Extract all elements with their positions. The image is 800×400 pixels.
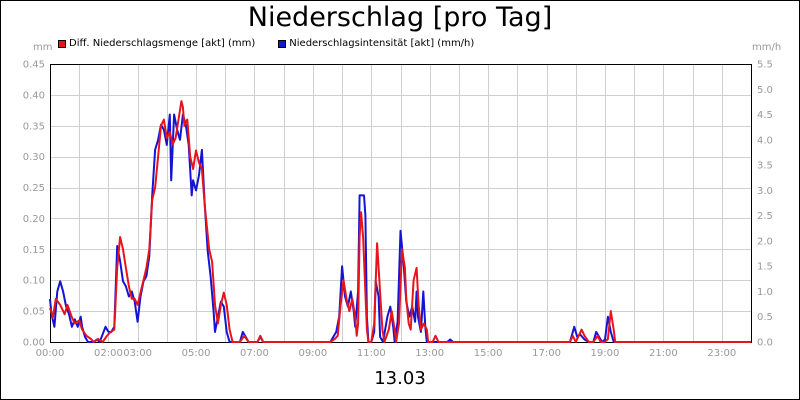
series-line-menge — [49, 100, 751, 343]
x-tick-label: 11:00 — [357, 348, 386, 359]
legend-label-menge: Diff. Niederschlagsmenge [akt] (mm) — [69, 38, 256, 49]
x-tick-label: 05:00 — [182, 348, 211, 359]
y-right-tick-label: 1.0 — [757, 287, 773, 298]
y-right-tick-label: 4.0 — [757, 135, 773, 146]
y-left-tick-label: 0.35 — [23, 121, 45, 132]
y-right-tick-label: 2.5 — [757, 211, 773, 222]
x-tick-label: 23:00 — [707, 348, 736, 359]
y-right-tick-label: 3.5 — [757, 161, 773, 172]
right-axis-unit: mm/h — [752, 42, 782, 53]
y-right-tick-label: 4.5 — [757, 110, 773, 121]
y-right-tick-label: 5.5 — [757, 60, 773, 71]
y-right-tick-label: 2.0 — [757, 236, 773, 247]
y-left-tick-label: 0.40 — [23, 90, 45, 101]
x-tick-label: 00:00 — [36, 348, 65, 359]
y-right-tick-label: 3.0 — [757, 186, 773, 197]
y-left-tick-label: 0.10 — [23, 276, 45, 287]
legend-item-menge: Diff. Niederschlagsmenge [akt] (mm) — [58, 38, 255, 49]
y-left-tick-label: 0.20 — [23, 214, 45, 225]
y-right-tick-label: 0.0 — [757, 338, 773, 349]
y-left-tick-label: 0.30 — [23, 152, 45, 163]
x-tick-label: 07:00 — [240, 348, 269, 359]
y-left-tick-label: 0.05 — [23, 307, 45, 318]
x-tick-label: 15:00 — [474, 348, 503, 359]
x-tick-label: 03:00 — [123, 348, 152, 359]
y-left-tick-label: 0.25 — [23, 183, 45, 194]
y-right-tick-label: 0.5 — [757, 312, 773, 323]
y-left-tick-label: 0.45 — [23, 60, 45, 71]
chart-title: Niederschlag [pro Tag] — [247, 2, 553, 33]
legend-swatch-red — [58, 39, 66, 48]
x-tick-label: 19:00 — [591, 348, 620, 359]
date-label: 13.03 — [374, 368, 426, 389]
y-left-tick-label: 0.00 — [23, 338, 45, 349]
legend-item-intensitaet: Niederschlagsintensität [akt] (mm/h) — [278, 38, 474, 49]
x-tick-label: 21:00 — [649, 348, 678, 359]
plot-area — [50, 64, 752, 343]
x-tick-label: 13:00 — [415, 348, 444, 359]
legend-label-intensitaet: Niederschlagsintensität [akt] (mm/h) — [289, 38, 475, 49]
y-right-tick-label: 1.5 — [757, 262, 773, 273]
x-tick-label: 17:00 — [532, 348, 561, 359]
y-right-tick-label: 5.0 — [757, 85, 773, 96]
left-axis-unit: mm — [33, 42, 53, 53]
x-tick-label: 02:00 — [94, 348, 123, 359]
legend: Diff. Niederschlagsmenge [akt] (mm) Nied… — [58, 38, 497, 49]
legend-swatch-blue — [278, 39, 287, 48]
x-tick-label: 09:00 — [298, 348, 327, 359]
y-left-tick-label: 0.15 — [23, 245, 45, 256]
